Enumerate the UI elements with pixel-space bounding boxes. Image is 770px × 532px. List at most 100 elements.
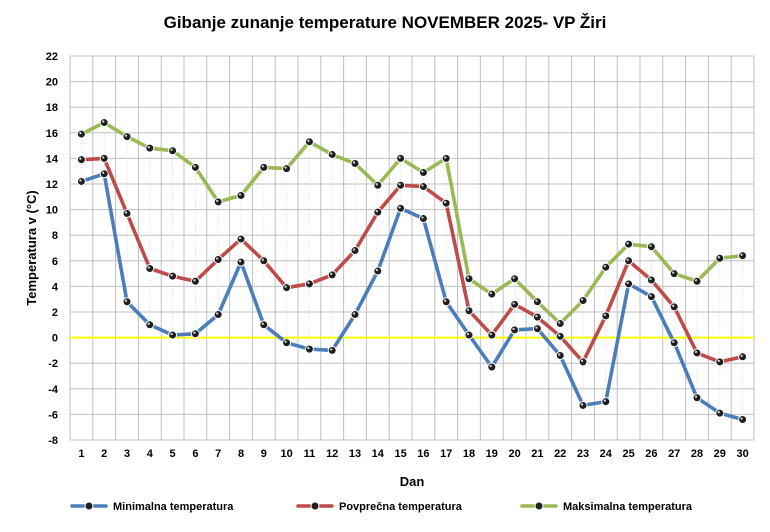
data-point xyxy=(624,239,634,249)
data-point-highlight xyxy=(672,340,675,343)
data-point-highlight xyxy=(466,276,470,279)
data-point-highlight xyxy=(466,332,470,336)
legend-swatch-marker xyxy=(534,501,544,511)
data-point-highlight xyxy=(603,313,606,317)
data-point-highlight xyxy=(740,354,743,357)
data-point-highlight xyxy=(512,302,515,305)
data-point-highlight xyxy=(694,279,698,282)
data-point xyxy=(510,299,520,309)
data-point-highlight xyxy=(740,253,743,256)
data-point-highlight xyxy=(330,348,333,351)
y-tick-label: -8 xyxy=(48,435,58,447)
data-point xyxy=(510,325,520,335)
data-point-highlight xyxy=(193,331,196,334)
data-point-highlight xyxy=(649,294,652,297)
data-point-highlight xyxy=(216,257,219,260)
data-point-highlight xyxy=(216,312,219,315)
data-point xyxy=(282,338,292,348)
series-layer xyxy=(76,118,748,425)
legend-swatch-marker xyxy=(84,501,94,511)
data-point-highlight xyxy=(147,322,150,325)
x-tick-label: 5 xyxy=(170,448,176,460)
data-point-highlight xyxy=(193,165,196,168)
y-tick-label: 18 xyxy=(46,102,58,114)
data-point-highlight xyxy=(102,156,105,159)
y-tick-label: 8 xyxy=(52,230,58,242)
data-point xyxy=(601,397,611,407)
data-point xyxy=(259,162,269,172)
data-point xyxy=(304,137,314,147)
data-point-highlight xyxy=(717,359,720,363)
data-point-highlight xyxy=(147,145,150,149)
data-point xyxy=(646,242,656,252)
y-tick-label: 22 xyxy=(46,51,58,63)
x-tick-label: 9 xyxy=(261,448,267,460)
x-tick-label: 16 xyxy=(417,448,429,460)
data-point-highlight xyxy=(170,148,173,151)
data-point xyxy=(213,310,223,320)
y-tick-label: 16 xyxy=(46,128,58,140)
x-tick-label: 19 xyxy=(486,448,498,460)
y-tick-label: 14 xyxy=(46,153,59,165)
data-point xyxy=(304,279,314,289)
data-point xyxy=(578,400,588,410)
x-tick-label: 4 xyxy=(147,448,154,460)
data-point-highlight xyxy=(330,272,333,276)
data-point-highlight xyxy=(216,199,219,203)
data-point-highlight xyxy=(421,170,424,173)
data-point-highlight xyxy=(261,322,264,325)
data-point-highlight xyxy=(489,291,492,295)
data-point-highlight xyxy=(102,120,105,123)
data-point xyxy=(441,153,451,163)
data-point xyxy=(236,191,246,201)
data-point-highlight xyxy=(238,236,242,240)
data-point-highlight xyxy=(284,166,287,169)
data-point-highlight xyxy=(238,193,242,196)
data-point xyxy=(692,348,702,358)
x-tick-label: 22 xyxy=(554,448,566,460)
data-point-highlight xyxy=(102,171,105,174)
data-point-highlight xyxy=(649,244,652,247)
data-point-highlight xyxy=(307,281,310,285)
data-point-highlight xyxy=(535,299,538,302)
legend-label: Maksimalna temperatura xyxy=(563,501,693,513)
data-point xyxy=(487,362,497,372)
data-point-highlight xyxy=(444,156,447,159)
x-tick-label: 23 xyxy=(577,448,589,460)
data-point-highlight xyxy=(603,399,606,402)
data-point xyxy=(168,330,178,340)
legend-item-3: Maksimalna temperatura xyxy=(520,501,693,513)
data-point xyxy=(418,214,428,224)
data-point-highlight xyxy=(307,346,310,350)
data-point-highlight xyxy=(558,321,561,324)
data-point-highlight xyxy=(717,410,720,414)
y-tick-label: 2 xyxy=(52,307,58,319)
data-point xyxy=(373,207,383,217)
data-point-highlight xyxy=(580,298,584,301)
data-point xyxy=(464,274,474,284)
data-point-highlight xyxy=(147,266,150,269)
data-point-highlight xyxy=(124,211,128,214)
data-point xyxy=(464,306,474,316)
data-point-highlight xyxy=(672,304,675,308)
legend-item-1: Minimalna temperatura xyxy=(70,501,234,513)
data-point-highlight xyxy=(398,156,401,159)
data-point-highlight xyxy=(375,268,378,272)
x-tick-label: 30 xyxy=(736,448,748,460)
data-point xyxy=(282,164,292,174)
data-point xyxy=(487,330,497,340)
data-point xyxy=(236,257,246,267)
y-axis-ticks: -8 -6 -4 -2 0 2 4 6 8 10 12 14 16 18 20 22 xyxy=(46,51,59,447)
y-tick-label: 10 xyxy=(46,205,58,217)
data-point xyxy=(373,266,383,276)
data-point xyxy=(99,153,109,163)
data-point xyxy=(259,256,269,266)
data-point xyxy=(532,312,542,322)
data-point-highlight xyxy=(626,241,629,245)
data-point xyxy=(669,338,679,348)
data-point xyxy=(578,357,588,367)
data-point xyxy=(99,169,109,179)
data-point xyxy=(601,311,611,321)
x-tick-label: 12 xyxy=(326,448,338,460)
data-point xyxy=(555,319,565,329)
